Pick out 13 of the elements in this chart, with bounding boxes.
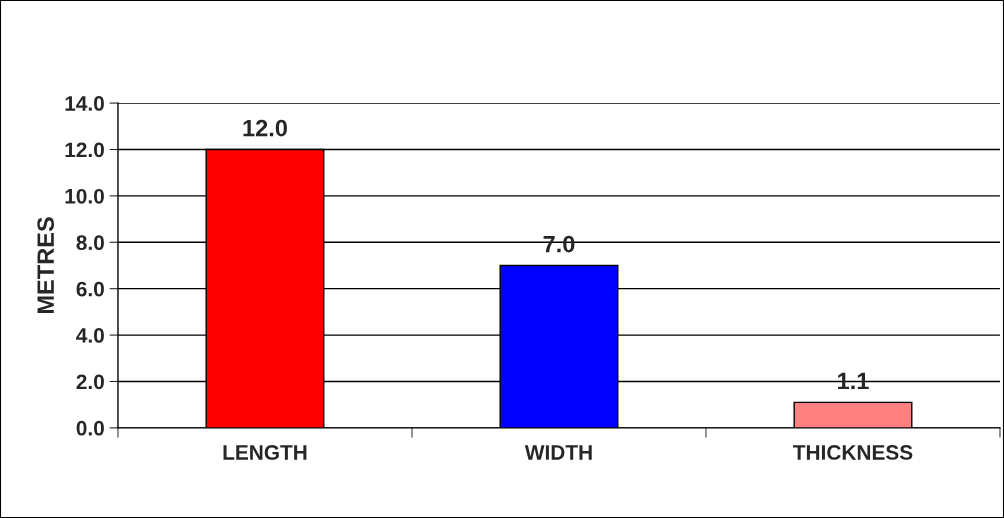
y-tick-label: 14.0 [65, 96, 104, 111]
y-tick-label: 6.0 [76, 281, 104, 297]
y-tick-label: 2.0 [76, 374, 104, 390]
y-tick-label: 4.0 [76, 328, 104, 343]
x-tick-label: WIDTH [524, 445, 592, 460]
y-tick-label: 8.0 [76, 235, 104, 251]
data-label: 12.0 [243, 119, 287, 137]
y-tick-label: 0.0 [76, 420, 104, 436]
y-tick-label: 10.0 [65, 188, 104, 204]
y-tick-label: 12.0 [65, 142, 104, 158]
x-tick-label: THICKNESS [793, 445, 913, 460]
x-tick-label: LENGTH [223, 445, 307, 460]
y-axis-title: METRES [37, 217, 55, 314]
